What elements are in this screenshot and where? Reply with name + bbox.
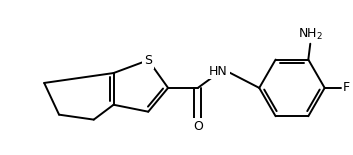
Text: F: F [342, 81, 349, 94]
Text: NH$_2$: NH$_2$ [298, 27, 323, 42]
Text: S: S [144, 54, 152, 67]
Text: HN: HN [209, 65, 228, 78]
Text: O: O [193, 120, 203, 133]
